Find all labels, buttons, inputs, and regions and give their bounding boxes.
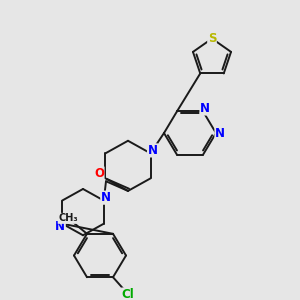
Text: N: N: [55, 220, 65, 233]
Text: N: N: [101, 191, 111, 204]
Text: N: N: [215, 127, 225, 140]
Text: O: O: [94, 167, 104, 180]
Text: N: N: [148, 144, 158, 157]
Text: CH₃: CH₃: [58, 213, 78, 224]
Text: N: N: [200, 102, 210, 115]
Text: S: S: [208, 32, 216, 45]
Text: Cl: Cl: [122, 288, 134, 300]
